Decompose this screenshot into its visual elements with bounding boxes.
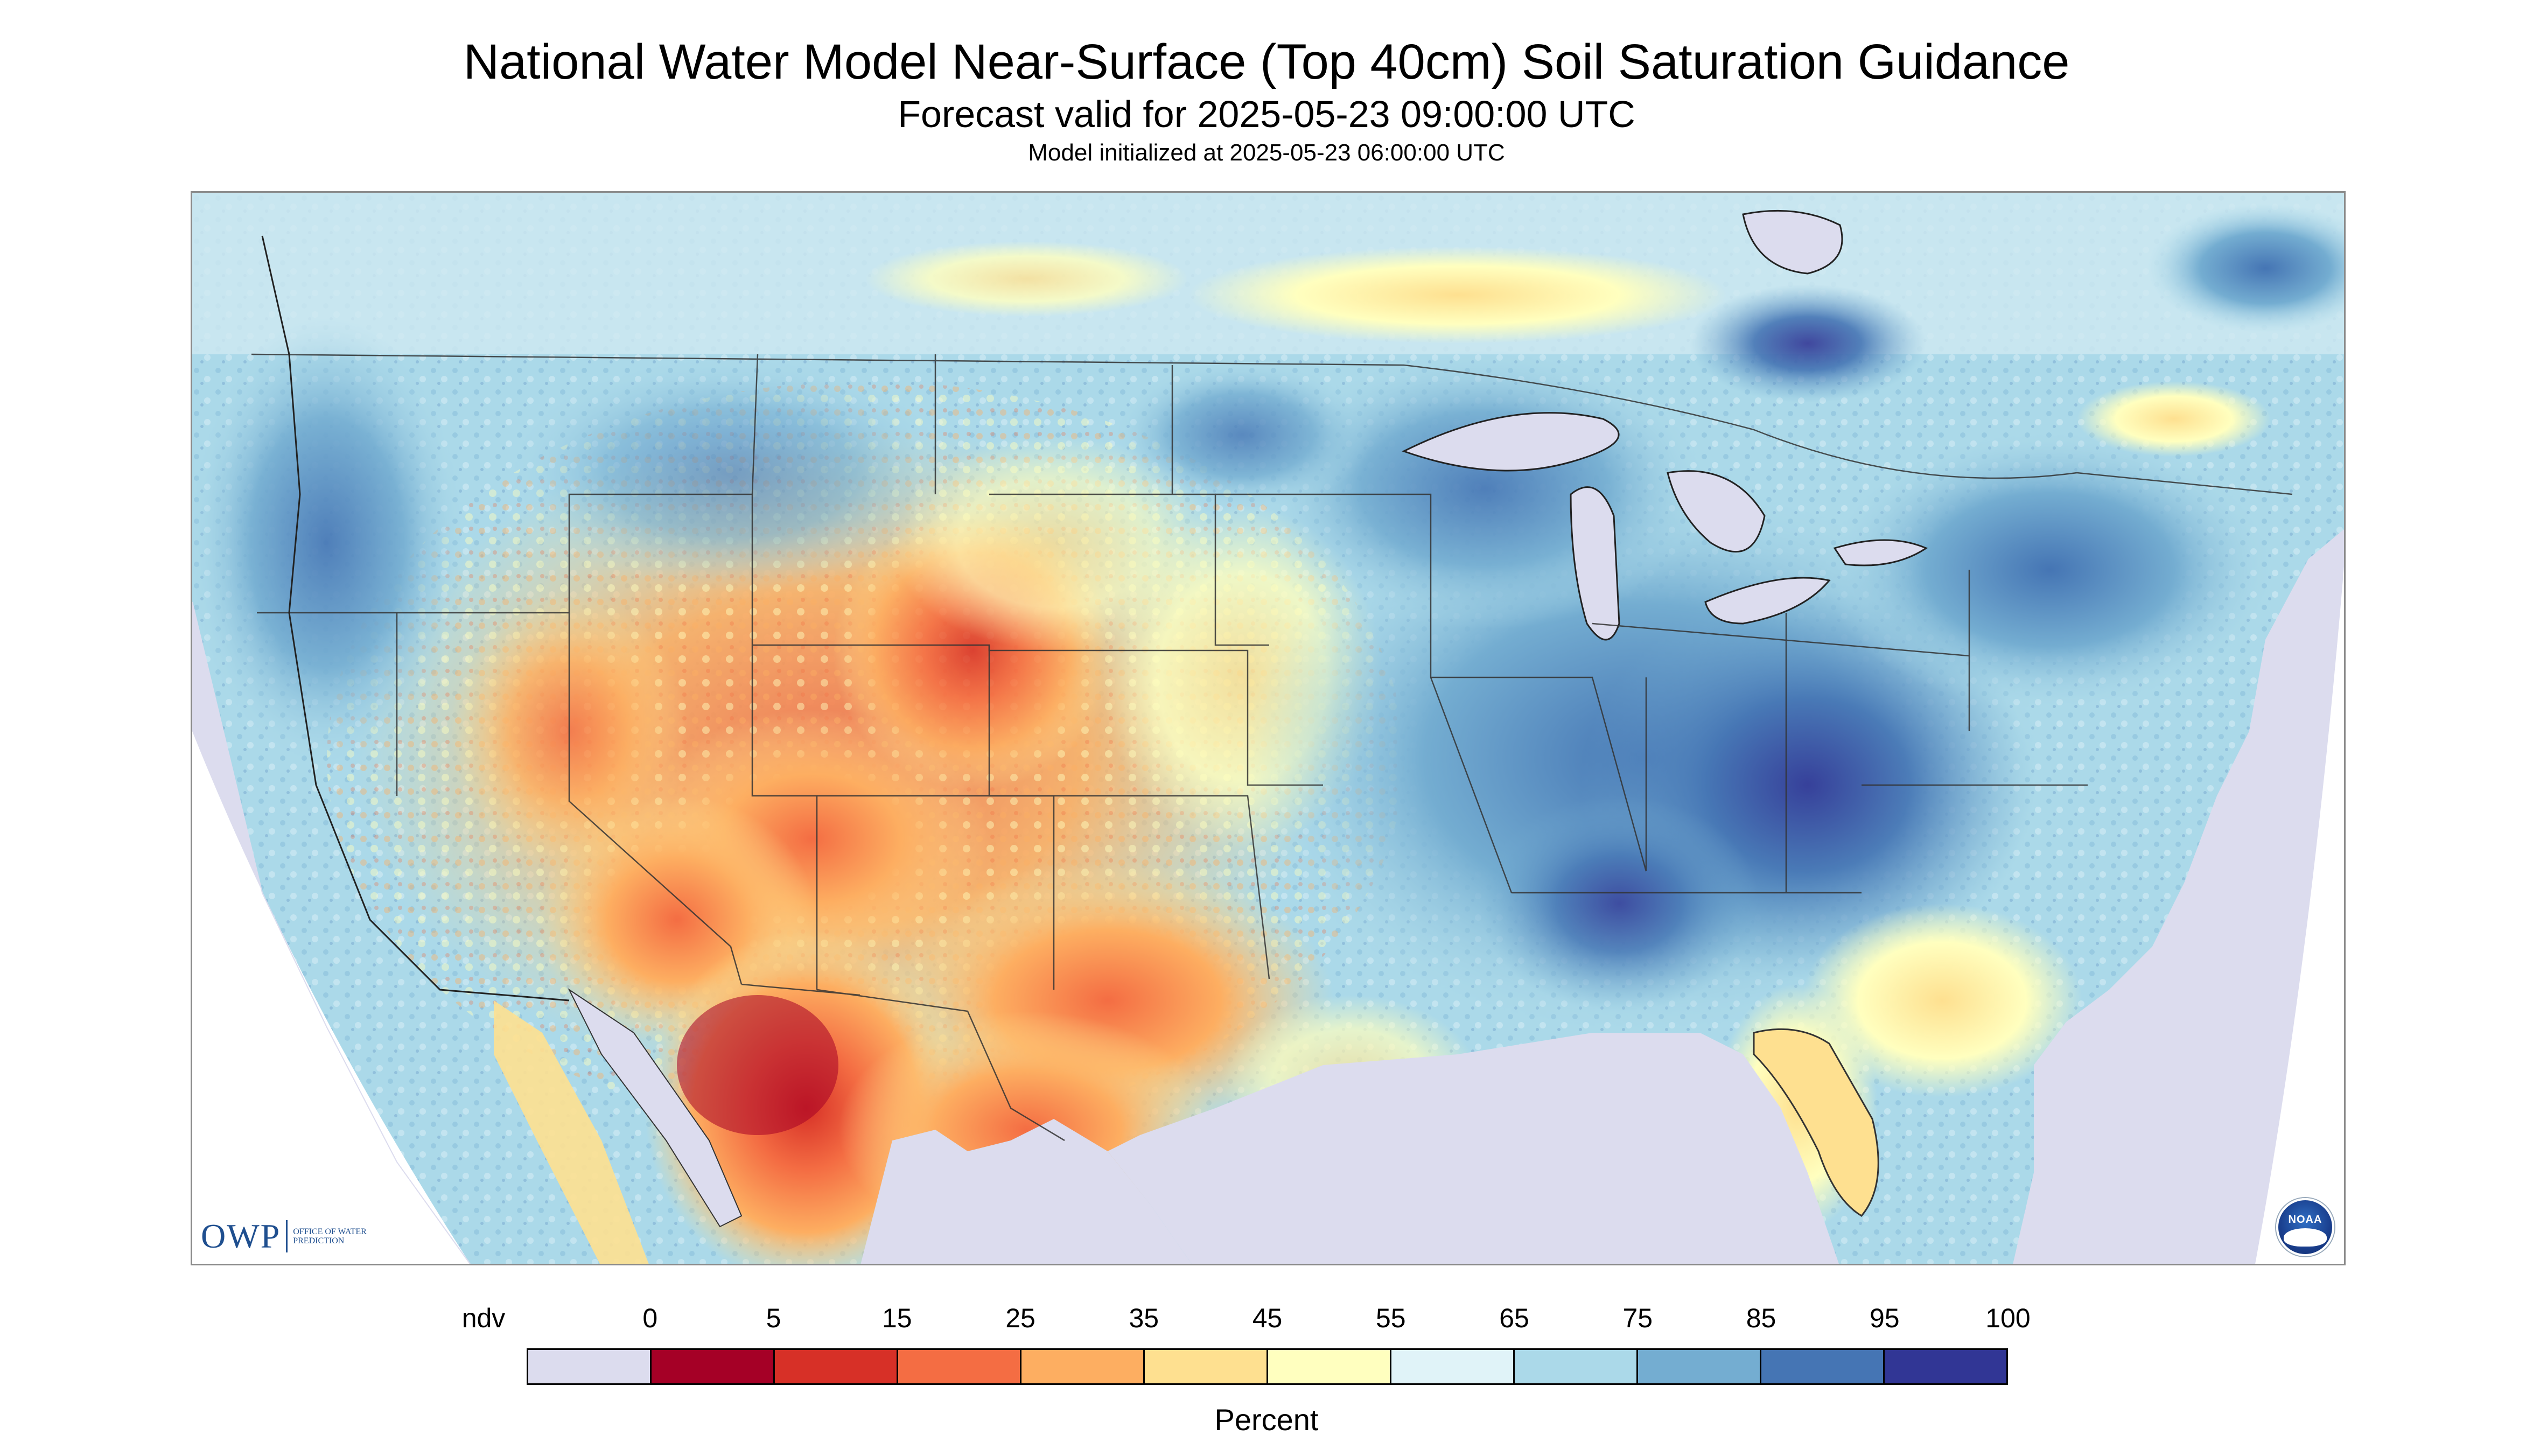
legend-swatch-7 (1391, 1350, 1515, 1383)
legend-tick-label: 85 (1746, 1303, 1776, 1333)
legend-tick-label: 25 (1005, 1303, 1035, 1333)
title-block: National Water Model Near-Surface (Top 4… (0, 32, 2533, 169)
legend-ticks: ndv 0 5 15 25 35 45 55 65 75 85 95 100 (0, 1302, 2533, 1334)
soil-saturation-map: OWP OFFICE OF WATER PREDICTION NOAA (191, 191, 2346, 1265)
west-coastline (261, 235, 570, 1002)
model-init-time: Model initialized at 2025-05-23 06:00:00… (1028, 139, 1505, 166)
legend-swatch-6 (1268, 1350, 1391, 1383)
color-legend (527, 1348, 2008, 1385)
legend-swatch-5 (1145, 1350, 1268, 1383)
atlantic-ocean (2013, 529, 2344, 1264)
legend-tick-label: 65 (1499, 1303, 1529, 1333)
legend-tick-label: 75 (1622, 1303, 1653, 1333)
legend-tick-label: 95 (1869, 1303, 1900, 1333)
legend-tick-label: 45 (1252, 1303, 1283, 1333)
legend-tick-label: 0 (642, 1303, 658, 1333)
noaa-logo: NOAA (2276, 1198, 2334, 1256)
owp-logo-mark: OWP (201, 1217, 281, 1255)
legend-swatch-9 (1638, 1350, 1761, 1383)
legend-tick-label: 15 (881, 1303, 912, 1333)
legend-tick-label: 35 (1129, 1303, 1159, 1333)
legend-tick-label: 55 (1375, 1303, 1406, 1333)
legend-swatch-2 (775, 1350, 898, 1383)
state-borders (251, 353, 2293, 1142)
legend-swatch-11 (1885, 1350, 2006, 1383)
owp-logo-name: OFFICE OF WATER PREDICTION (293, 1227, 367, 1245)
legend-units-label: Percent (1214, 1403, 1319, 1437)
great-lakes (1402, 209, 1928, 641)
legend-swatch-0 (528, 1350, 652, 1383)
legend-swatch-4 (1021, 1350, 1145, 1383)
gulf-of-mexico (1108, 1033, 1839, 1264)
legend-swatch-3 (898, 1350, 1021, 1383)
forecast-valid-time: Forecast valid for 2025-05-23 09:00:00 U… (898, 93, 1635, 135)
legend-swatch-8 (1515, 1350, 1638, 1383)
florida (1753, 1028, 1879, 1217)
legend-tick-label: 100 (1985, 1303, 2031, 1333)
legend-swatch-10 (1761, 1350, 1885, 1383)
owp-logo-separator (286, 1220, 288, 1252)
map-graphic (192, 193, 2344, 1264)
map-title: National Water Model Near-Surface (Top 4… (463, 34, 2070, 89)
legend-tick-label: ndv (461, 1303, 506, 1333)
noaa-logo-text: NOAA (2288, 1213, 2322, 1226)
legend-tick-label: 5 (766, 1303, 781, 1333)
owp-logo: OWP OFFICE OF WATER PREDICTION (201, 1216, 374, 1256)
legend-swatch-1 (652, 1350, 775, 1383)
